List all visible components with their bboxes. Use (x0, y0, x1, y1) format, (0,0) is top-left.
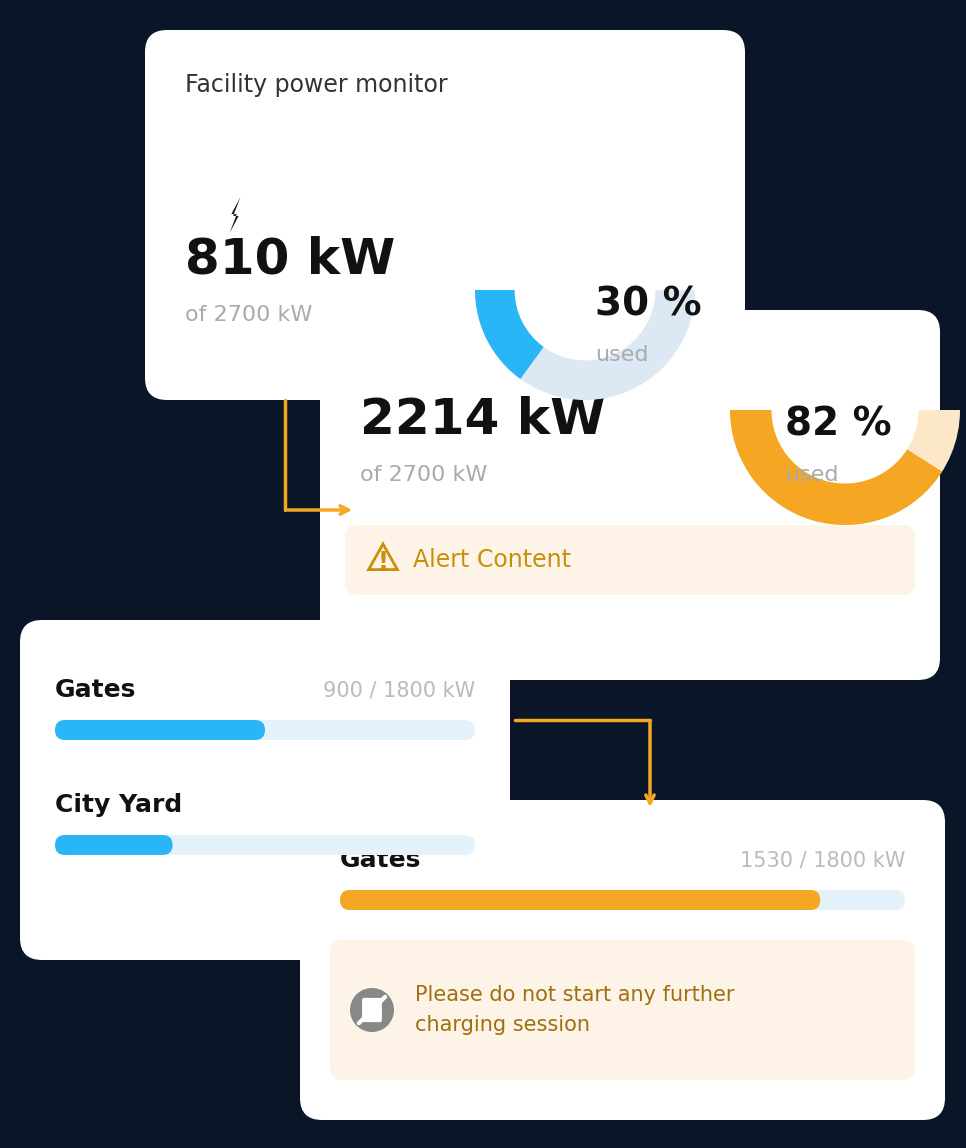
Text: 810 kW: 810 kW (185, 236, 395, 284)
FancyBboxPatch shape (55, 835, 475, 855)
Text: Alert Content: Alert Content (413, 548, 571, 572)
Text: Gates: Gates (55, 678, 136, 701)
FancyBboxPatch shape (340, 890, 905, 910)
Text: 82 %: 82 % (785, 406, 892, 444)
Circle shape (350, 988, 394, 1032)
Text: !: ! (378, 550, 388, 574)
Text: 900 / 1800 kW: 900 / 1800 kW (323, 680, 475, 700)
FancyBboxPatch shape (55, 720, 265, 740)
Text: of 2700 kW: of 2700 kW (360, 465, 488, 484)
FancyBboxPatch shape (362, 998, 382, 1022)
FancyBboxPatch shape (345, 525, 915, 595)
FancyBboxPatch shape (55, 720, 475, 740)
FancyBboxPatch shape (20, 620, 510, 960)
FancyBboxPatch shape (145, 30, 745, 400)
Text: Please do not start any further
charging session: Please do not start any further charging… (415, 985, 734, 1034)
FancyBboxPatch shape (55, 835, 173, 855)
Text: 1530 / 1800 kW: 1530 / 1800 kW (740, 850, 905, 870)
Wedge shape (475, 290, 544, 379)
FancyBboxPatch shape (320, 310, 940, 680)
Text: 30 %: 30 % (595, 286, 701, 324)
Text: 2214 kW: 2214 kW (360, 396, 606, 444)
Text: City Yard: City Yard (55, 793, 183, 817)
Text: used: used (595, 346, 648, 365)
Polygon shape (230, 197, 241, 233)
Text: Gates: Gates (340, 848, 421, 872)
Wedge shape (730, 410, 960, 525)
Wedge shape (730, 410, 942, 525)
FancyBboxPatch shape (300, 800, 945, 1120)
FancyBboxPatch shape (330, 940, 915, 1080)
FancyBboxPatch shape (340, 890, 820, 910)
Text: used: used (785, 465, 838, 484)
Text: of 2700 kW: of 2700 kW (185, 305, 312, 325)
Text: Facility power monitor: Facility power monitor (185, 73, 447, 96)
Wedge shape (475, 290, 695, 400)
